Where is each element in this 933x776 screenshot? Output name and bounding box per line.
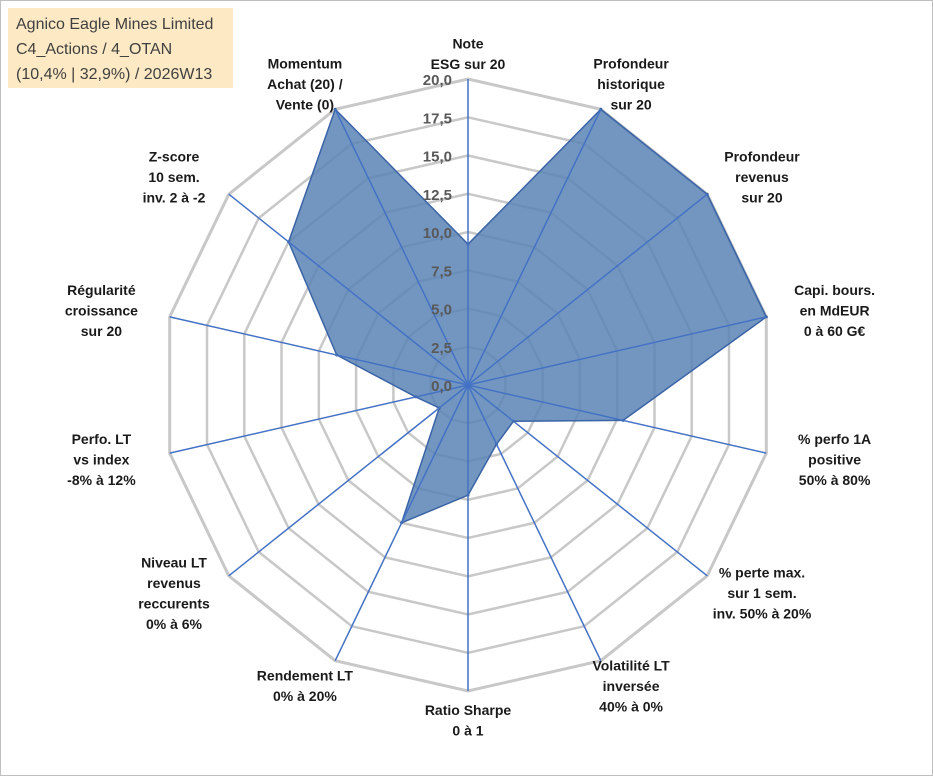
axis-label-0-line-0: Note [452, 36, 483, 52]
tick-label-3: 7,5 [431, 263, 452, 280]
series-area [287, 107, 768, 525]
axis-label-1-line-2: sur 20 [610, 97, 651, 113]
spoke-9 [228, 384, 469, 577]
axis-label-7-line-1: 0 à 1 [452, 723, 483, 739]
axis-label-3: Capi. bours. en MdEUR 0 à 60 G€ [794, 282, 875, 339]
axis-label-9-line-3: 0% à 6% [146, 616, 203, 632]
axis-label-1-line-1: historique [597, 76, 665, 92]
axis-label-12-line-2: inv. 2 à -2 [143, 189, 206, 205]
tick-label-5: 12,5 [423, 187, 452, 204]
spoke-1 [467, 108, 602, 386]
spoke-11 [169, 316, 469, 386]
axis-label-4-line-1: positive [808, 451, 861, 467]
axis-label-11-line-0: Régularité [67, 282, 136, 298]
spoke-5 [467, 384, 708, 577]
axis-label-1: Profondeur historique sur 20 [593, 56, 669, 113]
spoke-8 [334, 384, 469, 662]
axis-label-2-line-0: Profondeur [724, 148, 800, 164]
axis-label-5-line-2: inv. 50% à 20% [713, 606, 812, 622]
axis-label-8-line-1: 0% à 20% [273, 688, 337, 704]
axis-label-7: Ratio Sharpe 0 à 1 [425, 702, 512, 739]
spoke-10 [169, 384, 469, 454]
axis-label-2: Profondeur revenus sur 20 [724, 148, 800, 205]
category-label: C4_Actions / 4_OTAN [16, 41, 173, 58]
axis-label-12-line-0: Z-score [149, 148, 200, 164]
axis-label-13-line-1: Achat (20) / [267, 76, 343, 92]
axis-label-5-line-1: sur 1 sem. [727, 585, 796, 601]
spoke-2 [467, 193, 708, 386]
axis-label-2-line-1: revenus [735, 169, 789, 185]
axis-label-10: Perfo. LT vs index -8% à 12% [67, 431, 136, 488]
axis-label-3-line-1: en MdEUR [800, 303, 870, 319]
axis-label-10-line-1: vs index [73, 451, 129, 467]
axis-label-5: % perte max. sur 1 sem. inv. 50% à 20% [713, 565, 812, 622]
tick-label-1: 2,5 [431, 340, 452, 357]
axis-label-7-line-0: Ratio Sharpe [425, 702, 512, 718]
axis-label-1-line-0: Profondeur [593, 56, 669, 72]
axis-label-8: Rendement LT 0% à 20% [257, 668, 354, 705]
stats-label: (10,4% | 32,9%) / 2026W13 [16, 66, 213, 83]
axis-label-4-line-2: 50% à 80% [799, 472, 871, 488]
spoke-13 [334, 108, 469, 386]
axis-label-4: % perfo 1A positive 50% à 80% [798, 431, 871, 488]
axis-label-12: Z-score 10 sem. inv. 2 à -2 [143, 148, 206, 205]
axis-label-3-line-0: Capi. bours. [794, 282, 875, 298]
tick-label-8: 20,0 [423, 72, 452, 89]
tick-label-0: 0,0 [431, 378, 452, 395]
axis-label-3-line-2: 0 à 60 G€ [804, 323, 866, 339]
tick-label-4: 10,0 [423, 225, 452, 242]
axis-label-10-line-2: -8% à 12% [67, 472, 136, 488]
axis-label-6-line-0: Volatilité LT [592, 657, 670, 673]
axis-label-9-line-0: Niveau LT [141, 555, 207, 571]
axis-label-9: Niveau LT revenus reccurents 0% à 6% [138, 555, 210, 633]
axis-label-8-line-0: Rendement LT [257, 668, 354, 684]
axis-label-12-line-1: 10 sem. [148, 169, 199, 185]
axis-label-2-line-2: sur 20 [741, 189, 782, 205]
axis-label-0: Note ESG sur 20 [431, 36, 506, 73]
tick-label-6: 15,0 [423, 149, 452, 166]
tick-label-2: 5,0 [431, 302, 452, 319]
radar-tick-labels: 0,0 2,5 5,0 7,5 10,0 12,5 15,0 17,5 20,0 [423, 72, 452, 395]
company-name: Agnico Eagle Mines Limited [16, 16, 214, 33]
axis-label-9-line-1: revenus [147, 575, 201, 591]
axis-label-13-line-0: Momentum [268, 56, 343, 72]
spoke-4 [467, 384, 767, 454]
axis-label-5-line-0: % perte max. [719, 565, 805, 581]
axis-label-11-line-1: croissance [65, 303, 138, 319]
spoke-12 [228, 193, 469, 386]
axis-label-10-line-0: Perfo. LT [72, 431, 132, 447]
axis-label-13-line-2: Vente (0) [276, 97, 334, 113]
axis-label-4-line-0: % perfo 1A [798, 431, 871, 447]
tick-label-7: 17,5 [423, 110, 452, 127]
axis-label-0-line-1: ESG sur 20 [431, 56, 506, 72]
axis-label-9-line-2: reccurents [138, 596, 210, 612]
axis-label-6-line-1: inversée [603, 678, 660, 694]
axis-label-6-line-2: 40% à 0% [599, 698, 663, 714]
axis-label-13: Momentum Achat (20) / Vente (0) [267, 56, 343, 113]
axis-label-6: Volatilité LT inversée 40% à 0% [592, 657, 670, 714]
axis-label-11: Régularité croissance sur 20 [65, 282, 138, 339]
radar-axis-labels: Note ESG sur 20 Profondeur historique sur 20… [65, 36, 875, 739]
spoke-3 [467, 316, 767, 386]
axis-label-11-line-2: sur 20 [81, 323, 122, 339]
spoke-6 [467, 384, 602, 662]
info-box: Agnico Eagle Mines Limited C4_Actions / … [8, 8, 233, 88]
